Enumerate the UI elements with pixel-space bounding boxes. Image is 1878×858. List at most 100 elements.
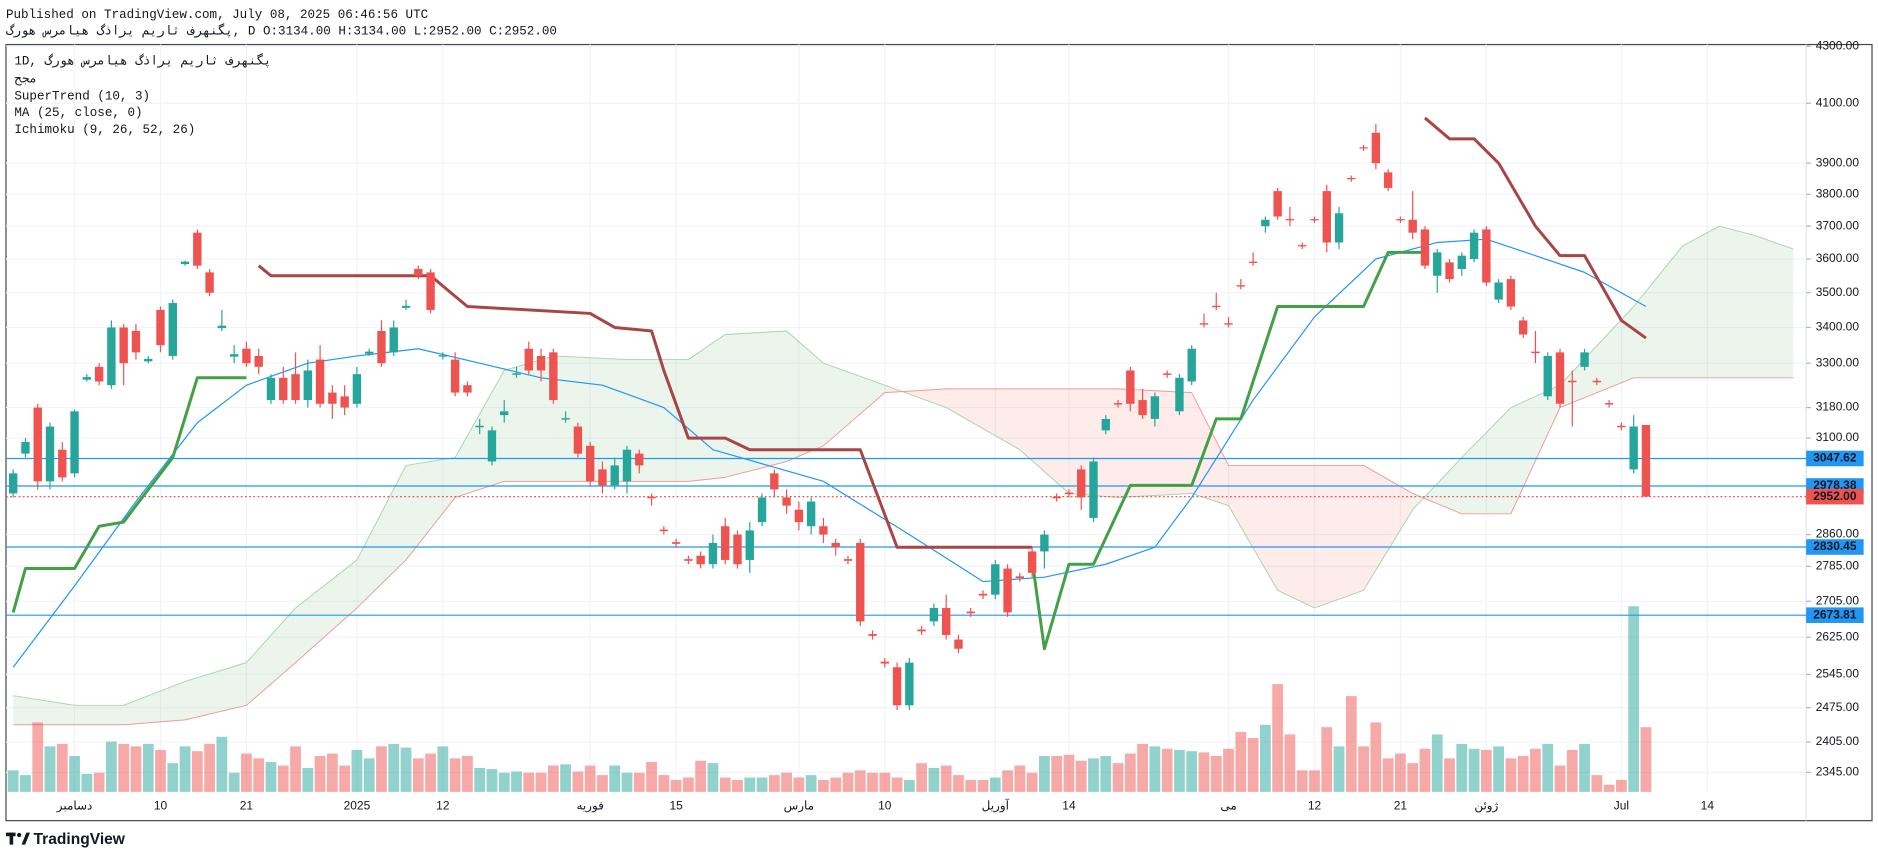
volume-bar (69, 755, 80, 792)
legend-ichimoku: Ichimoku (9, 26, 52, 26) (14, 123, 195, 137)
volume-bar (621, 772, 633, 792)
volume-bar (449, 758, 461, 792)
candle-body (1285, 219, 1295, 221)
candle-body (856, 542, 865, 622)
volume-bar (1419, 748, 1431, 792)
cloud-fill (504, 355, 554, 482)
volume-bar (572, 771, 584, 792)
volume-bar (1579, 743, 1590, 792)
candle-body (941, 607, 951, 635)
candle-body (1543, 355, 1552, 397)
candle-body (279, 377, 288, 401)
volume-bar (1345, 696, 1357, 792)
candle-body (536, 355, 546, 371)
candle-body (1408, 219, 1417, 233)
x-tick-label: فوریه (576, 798, 603, 812)
volume-bar (167, 763, 179, 792)
ma-line (12, 238, 1647, 668)
candle-body (1604, 403, 1614, 405)
candle-body (622, 449, 632, 482)
volume-bar (903, 779, 915, 792)
volume-bar (155, 749, 166, 792)
candle-body (1641, 425, 1651, 497)
candle-body (217, 325, 227, 329)
cloud-fill (1719, 226, 1757, 378)
volume-bar (1014, 765, 1026, 792)
volume-bar (1382, 758, 1394, 792)
volume-bar (1051, 755, 1063, 792)
volume-bar (1112, 763, 1124, 792)
volume-bar (228, 772, 240, 792)
candle-body (561, 418, 570, 420)
volume-bar (7, 770, 19, 792)
volume-bar (1468, 748, 1480, 792)
volume-bar (1063, 754, 1075, 792)
volume-bar (1002, 770, 1013, 792)
candle-body (1126, 370, 1135, 404)
price-label-box (1806, 607, 1864, 623)
volume-bar (854, 770, 866, 792)
candle-body (843, 559, 853, 561)
y-tick-label: 3800.00 (1816, 186, 1860, 200)
y-tick-label: 2860.00 (1816, 527, 1860, 541)
candle-body (1347, 177, 1356, 180)
volume-bar (891, 777, 903, 792)
cloud-fill (1682, 226, 1720, 378)
volume-bar (216, 736, 228, 792)
candle-body (1555, 352, 1565, 404)
candle-body (70, 411, 79, 474)
candle-body (291, 374, 300, 401)
span-b-line (13, 377, 1794, 726)
candle-body (1150, 396, 1160, 419)
y-tick-label: 3500.00 (1816, 285, 1860, 299)
cloud-fill (786, 330, 824, 462)
volume-bar (44, 746, 56, 792)
volume-bar (1566, 749, 1578, 792)
x-tick-label: 14 (1701, 798, 1715, 812)
cloud-fill (246, 607, 296, 706)
candle-body (1138, 400, 1147, 416)
volume-bar (290, 746, 301, 792)
volume-bar (818, 779, 829, 792)
candle-body (58, 449, 67, 478)
y-tick-label: 3600.00 (1816, 251, 1860, 265)
volume-bar (1628, 606, 1640, 792)
candle-body (315, 359, 325, 404)
volume-bar (768, 775, 780, 792)
volume-bar (142, 743, 154, 792)
candle-body (1506, 279, 1516, 307)
candle-body (156, 309, 165, 346)
candle-body (401, 305, 411, 308)
cloud-fill (1756, 235, 1794, 378)
cloud-fill (1633, 245, 1683, 378)
volume-bar (916, 763, 928, 792)
volume-bar (1284, 734, 1296, 792)
candle-body (1457, 255, 1466, 270)
supertrend-line (1423, 116, 1647, 340)
candle-body (512, 373, 521, 375)
volume-bar (1640, 727, 1652, 792)
span-a-line (13, 225, 1794, 706)
volume-bar (805, 775, 817, 792)
legend-volume: مجح (14, 73, 37, 87)
brand-name: TradingView (34, 831, 126, 848)
candle-body (1396, 219, 1405, 221)
volume-bar (1088, 758, 1099, 792)
cloud-fill (356, 465, 407, 608)
x-tick-label: 21 (240, 798, 254, 812)
candle-body (1494, 282, 1503, 300)
volume-bar (793, 777, 805, 792)
candle-body (1592, 380, 1602, 383)
candle-body (1187, 348, 1196, 382)
candle-body (500, 411, 509, 416)
volume-bar (498, 772, 510, 792)
volume-bar (1333, 746, 1345, 792)
x-tick-label: ژوئن (1474, 798, 1498, 812)
volume-bar (940, 765, 952, 792)
volume-bar (241, 753, 252, 792)
candle-body (33, 407, 42, 482)
cloud-fill (1461, 407, 1511, 514)
volume-bar (609, 765, 621, 792)
volume-bar (314, 755, 326, 792)
x-tick-label: دسامبر (56, 798, 93, 812)
